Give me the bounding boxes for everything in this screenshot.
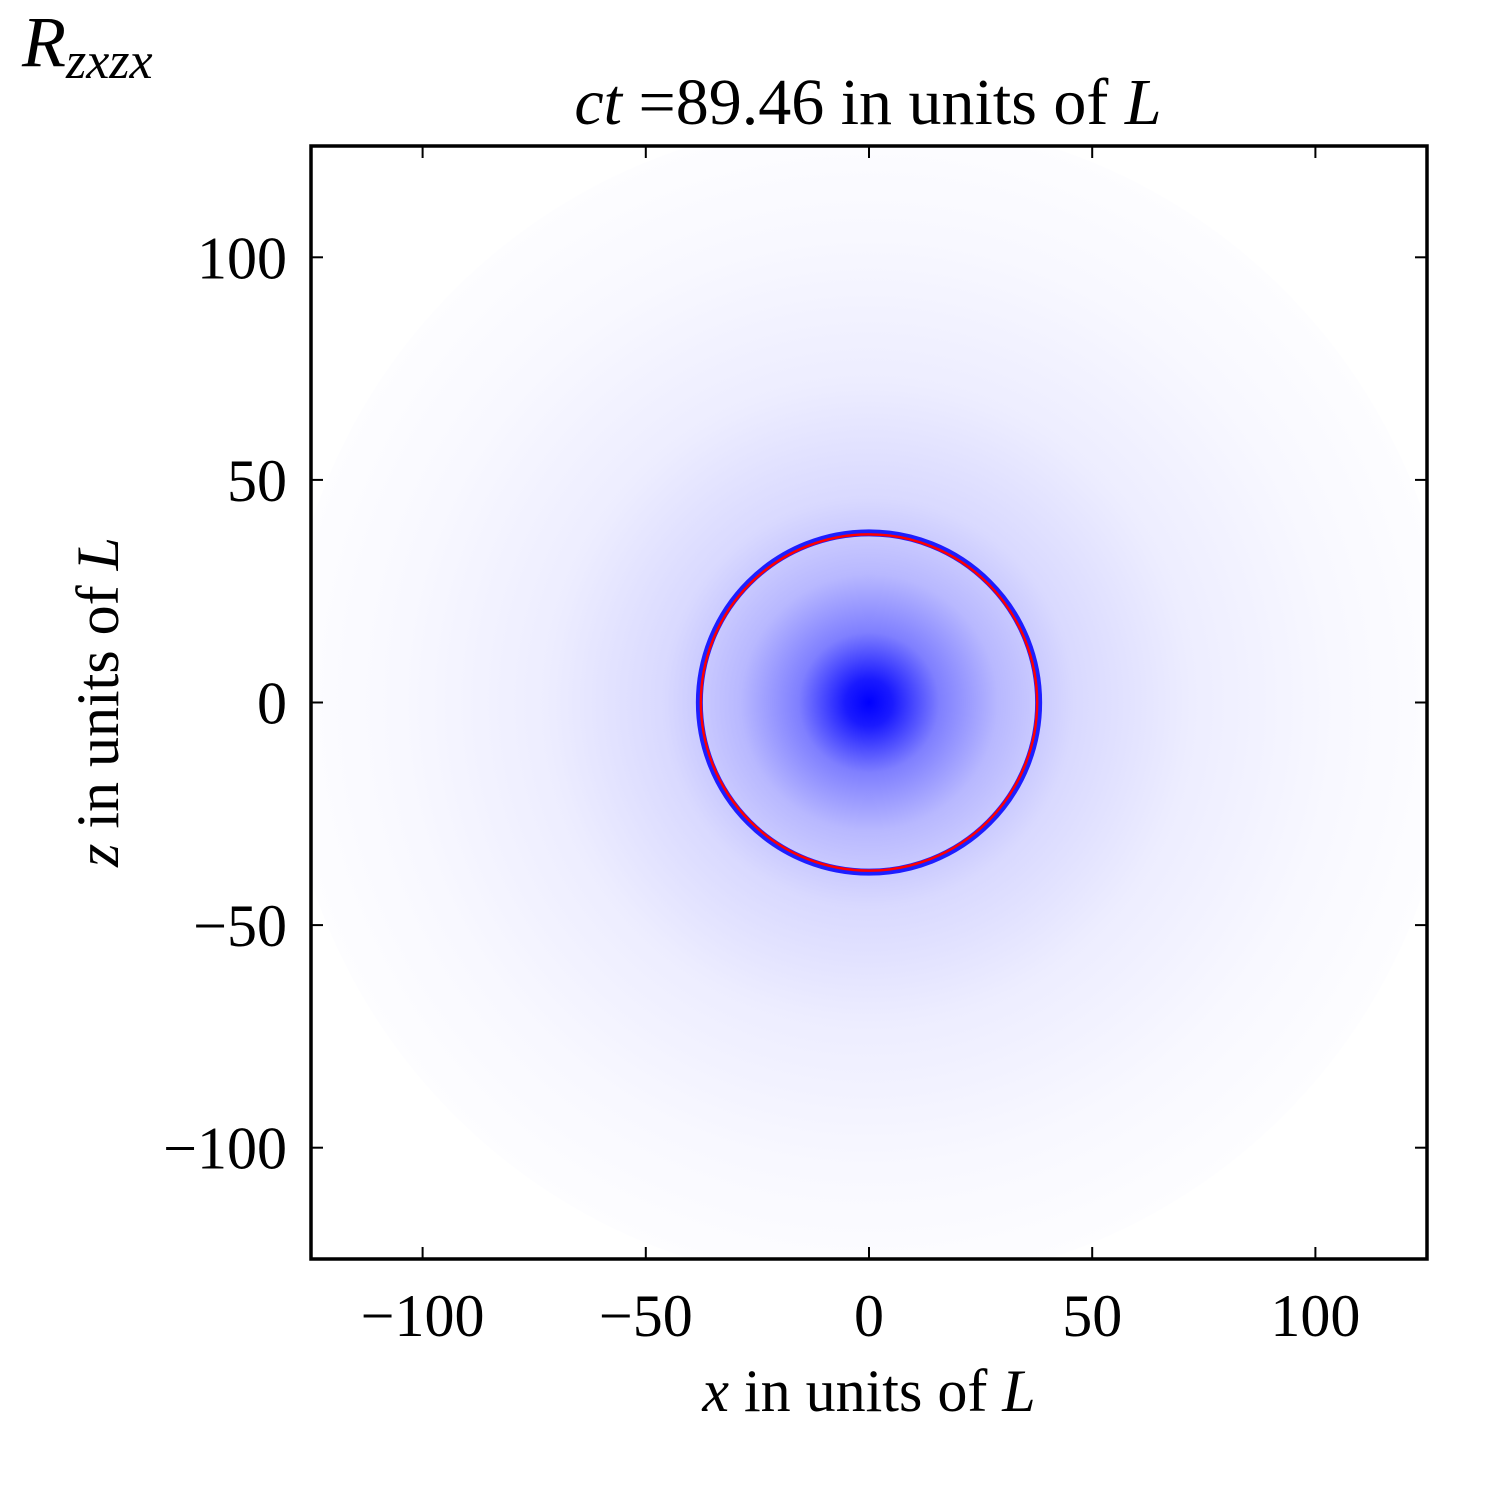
x-tick-label: −50 [599,1283,693,1349]
quantity-label: Rzxzx [21,2,153,90]
x-axis-text: in units of [729,1358,1002,1424]
title-unit: L [1124,66,1162,139]
x-tick-label: 0 [854,1283,884,1349]
axes-frame [309,144,1429,1261]
chart-title: ct =89.46 in units of L [574,66,1161,139]
y-tick-label: −50 [193,893,287,959]
y-axis-variable: z [65,844,131,868]
wavefront-ring-blue [695,529,1043,876]
y-ticks: −100 −50 0 50 100 [163,225,1427,1182]
x-axis-variable: x [701,1358,729,1424]
x-axis-unit: L [1001,1358,1035,1424]
plot-area [311,146,1427,1259]
quantity-subscript: zxzx [65,33,153,90]
y-axis-text: in units of [65,570,131,843]
x-tick-label: 100 [1270,1283,1360,1349]
x-tick-label: 50 [1062,1283,1122,1349]
y-tick-label: 100 [197,225,287,291]
x-axis-label: x in units of L [701,1358,1035,1424]
wavefront-ring-red [699,533,1039,872]
quantity-symbol: R [21,2,66,82]
y-tick-label: −100 [163,1116,287,1182]
y-axis-unit: L [65,537,131,571]
x-tick-label: −100 [361,1283,485,1349]
y-axis-label: z in units of L [65,537,131,868]
y-tick-label: 0 [257,671,287,737]
field-heatmap [311,146,1427,1259]
title-text: =89.46 in units of [622,66,1125,139]
y-tick-label: 50 [227,448,287,514]
title-prefix: ct [574,66,623,139]
x-ticks: −100 −50 0 50 100 [361,146,1360,1349]
